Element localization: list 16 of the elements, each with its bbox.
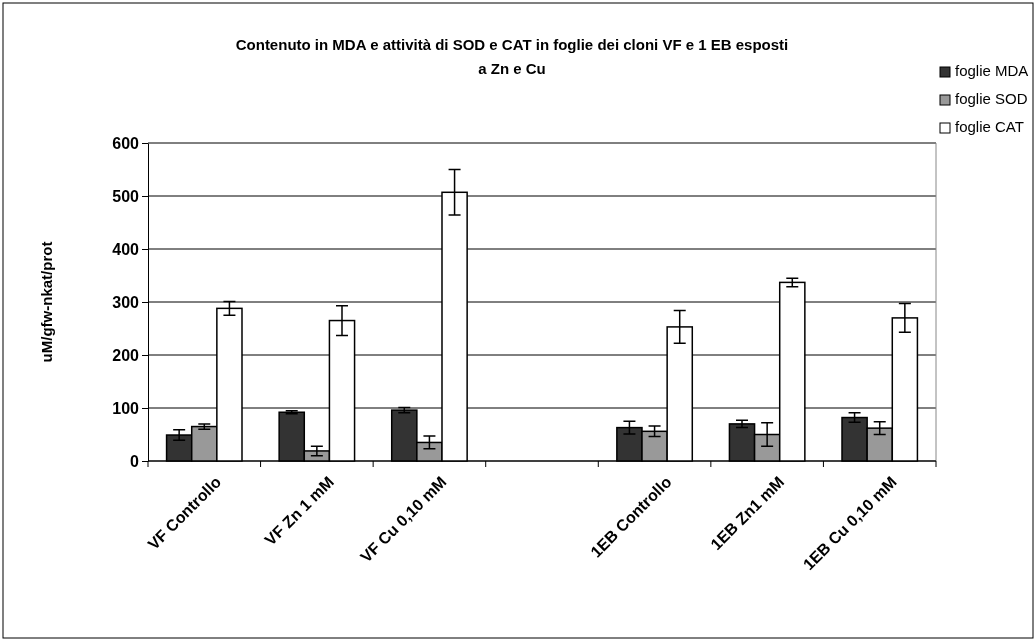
x-tick-label: VF Zn 1 mM [261, 473, 337, 549]
x-tick-label: VF Cu 0,10 mM [357, 473, 450, 566]
legend-label: foglie SOD [955, 90, 1028, 107]
legend-label: foglie MDA [955, 62, 1029, 79]
y-tick-label: 200 [112, 346, 140, 364]
y-tick-label: 500 [112, 187, 140, 205]
legend-label: foglie CAT [955, 118, 1024, 135]
y-tick-label: 600 [112, 134, 140, 152]
x-tick-label: 1EB Cu 0,10 mM [799, 473, 900, 574]
y-tick-label: 100 [112, 399, 140, 417]
y-axis-title: uM/gfw-nkat/prot [38, 241, 55, 363]
chart-title: Contenuto in MDA e attività di SOD e CAT in foglie dei cloni VF e 1 EB esposti a Zn e Cu [235, 36, 789, 77]
x-tick-label: 1EB Zn1 mM [707, 473, 788, 554]
y-tick-label: 0 [130, 452, 140, 470]
y-tick-label: 300 [112, 293, 140, 311]
y-tick-label: 400 [112, 240, 140, 258]
